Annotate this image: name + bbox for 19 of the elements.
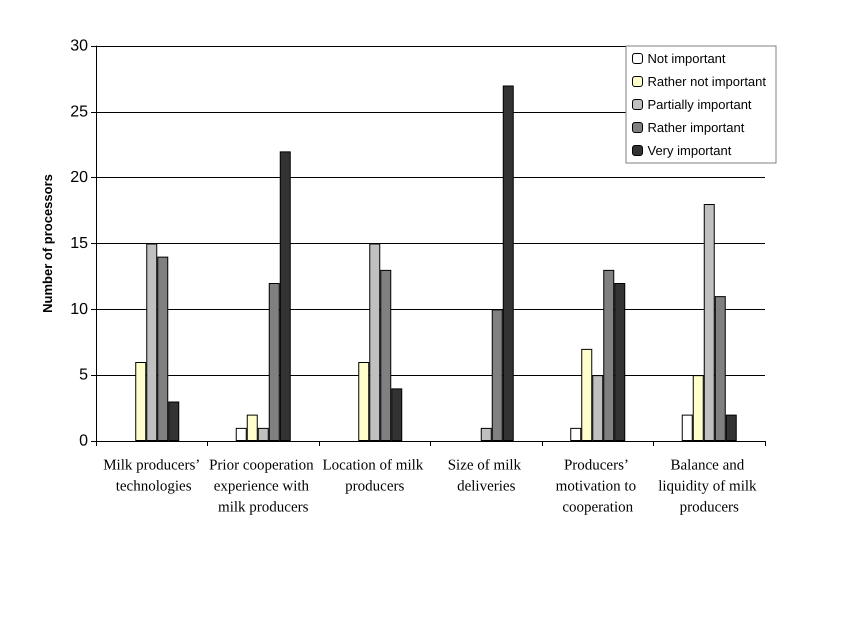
legend-label: Very important bbox=[647, 143, 732, 158]
y-tick-label: 30 bbox=[70, 38, 88, 54]
y-tick-label: 15 bbox=[70, 235, 88, 252]
y-tick-label: 20 bbox=[70, 169, 88, 186]
x-tick-label: Size of milk deliveries bbox=[448, 458, 525, 494]
y-tick-label: 0 bbox=[79, 432, 88, 450]
x-tick-label: Prior cooperation experience with milk producers bbox=[209, 458, 318, 516]
x-tick-label: Milk producers’ technologies bbox=[103, 458, 200, 494]
x-tick-label: Location of milk producers bbox=[322, 458, 428, 494]
legend-label: Rather important bbox=[647, 120, 745, 135]
y-axis-title: Number of processors bbox=[40, 174, 55, 313]
x-tick-label: Balance and liquidity of milk producers bbox=[658, 458, 760, 516]
y-tick-label: 10 bbox=[70, 300, 88, 318]
y-tick-label: 5 bbox=[79, 366, 88, 384]
legend-label: Partially important bbox=[647, 97, 752, 112]
legend-label: Rather not important bbox=[647, 74, 766, 89]
y-tick-label: 25 bbox=[70, 103, 88, 120]
legend-label: Not important bbox=[647, 51, 726, 66]
x-tick-label: Producers’ motivation to cooperation bbox=[556, 458, 640, 516]
